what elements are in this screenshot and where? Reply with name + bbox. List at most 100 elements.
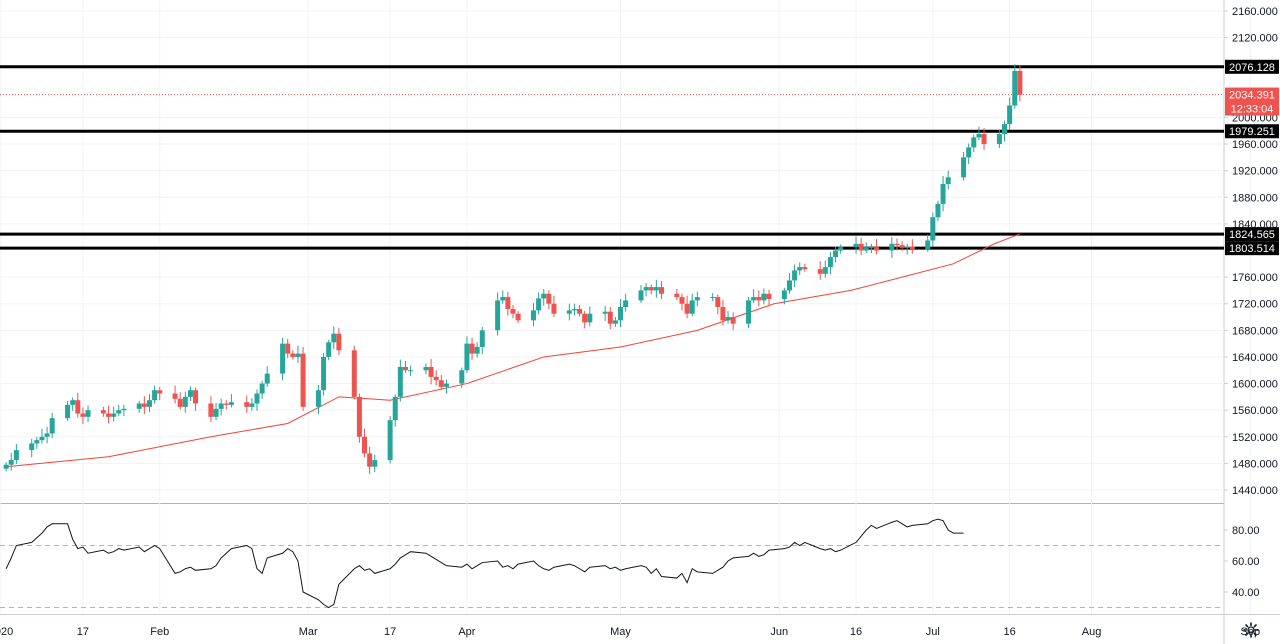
candle-body: [1012, 70, 1018, 106]
candle-body: [961, 157, 967, 178]
candle-body: [351, 350, 357, 397]
candle-body: [679, 297, 685, 304]
candle-body: [689, 300, 695, 314]
level-label-box: [1225, 59, 1279, 74]
candle-body: [479, 330, 485, 347]
candle: [766, 289, 772, 307]
candle-body: [715, 297, 721, 308]
rsi-tick-label: 80.00: [1232, 525, 1260, 537]
candle: [894, 238, 900, 251]
candle-body: [70, 400, 76, 405]
candle: [720, 299, 726, 326]
gear-icon: [1243, 622, 1259, 638]
candle: [34, 436, 40, 449]
candle-body: [121, 408, 127, 411]
candle: [244, 395, 250, 413]
candle-body: [1002, 124, 1008, 135]
candle: [684, 295, 690, 319]
candle-body: [249, 403, 255, 407]
candle-body: [315, 390, 321, 407]
candle: [136, 400, 142, 413]
candle-body: [187, 390, 193, 397]
candle: [172, 385, 178, 404]
candle-body: [65, 404, 71, 419]
candle-body: [612, 320, 618, 324]
candle-body: [259, 383, 265, 394]
candle: [75, 392, 81, 418]
candle: [65, 400, 71, 421]
candle-body: [49, 418, 55, 434]
candle: [694, 291, 700, 307]
candle: [582, 311, 588, 329]
candle: [397, 359, 403, 402]
candle-body: [100, 410, 106, 414]
price-tick-label: 1640.000: [1232, 352, 1278, 364]
candle: [858, 237, 864, 256]
candle-body: [536, 298, 542, 311]
price-tick-label: 1720.000: [1232, 299, 1278, 311]
candle-body: [244, 402, 250, 407]
time-axis: 202017FebMar17AprMayJun16Jul16AugSep16: [0, 626, 1260, 638]
candle: [111, 406, 117, 422]
price-tick-label: 2160.000: [1232, 6, 1278, 18]
candle-body: [546, 293, 552, 304]
candle: [833, 246, 839, 263]
candle: [822, 260, 828, 278]
candle-body: [602, 311, 608, 314]
candle-body: [80, 413, 86, 417]
candle-body: [495, 300, 501, 331]
moving-average-line: [6, 233, 1021, 468]
time-tick-label: 16: [1004, 626, 1016, 638]
candle-body: [766, 293, 772, 300]
time-tick-label: 2020: [0, 626, 13, 638]
candle-body: [505, 297, 511, 310]
horizontal-levels: [0, 65, 1224, 250]
price-tick-label: 1880.000: [1232, 192, 1278, 204]
candle-body: [295, 353, 301, 357]
candle-body: [833, 250, 839, 258]
candle: [868, 243, 874, 254]
candle: [909, 239, 915, 254]
level-label-box: [1225, 241, 1279, 256]
candle-body: [331, 333, 337, 343]
candle: [356, 393, 362, 443]
candle: [3, 462, 9, 472]
candle-body: [720, 307, 726, 321]
candle: [321, 352, 327, 396]
candle-body: [208, 403, 214, 417]
candle-body: [402, 366, 408, 371]
candle-body: [336, 333, 342, 351]
candle-body: [264, 373, 270, 384]
candle-body: [254, 393, 260, 404]
candle-body: [387, 420, 393, 461]
candle-body: [674, 293, 680, 298]
candle-body: [930, 217, 936, 241]
time-tick-label: May: [610, 626, 631, 638]
candle: [602, 305, 608, 322]
candle: [116, 404, 122, 417]
candle: [249, 398, 255, 411]
candle-body: [966, 147, 972, 158]
level-label: 2076.128: [1229, 62, 1275, 74]
candle: [228, 394, 234, 408]
candle: [1017, 65, 1023, 102]
settings-button[interactable]: [1240, 620, 1262, 640]
candle-body: [397, 366, 403, 397]
time-tick-label: Feb: [150, 626, 169, 638]
candle-body: [372, 460, 378, 467]
candle-body: [177, 398, 183, 407]
candle: [290, 350, 296, 360]
candle: [300, 346, 306, 411]
candle-body: [623, 300, 629, 308]
candle: [945, 170, 951, 190]
candle: [802, 263, 808, 272]
candle-body: [643, 287, 649, 291]
candle: [551, 295, 557, 318]
candle: [100, 406, 106, 417]
candle: [443, 379, 449, 394]
candle: [428, 358, 434, 385]
candle: [930, 212, 936, 247]
candle-body: [356, 396, 362, 437]
candle-body: [34, 440, 40, 444]
time-tick-label: Aug: [1082, 626, 1102, 638]
